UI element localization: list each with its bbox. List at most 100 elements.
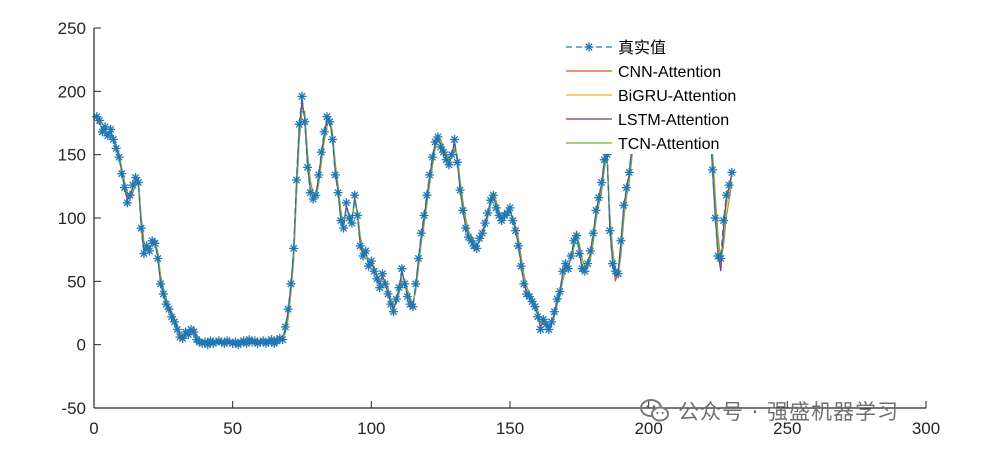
- data-point-marker: [413, 254, 423, 264]
- data-point-marker: [624, 167, 634, 177]
- data-point-marker: [189, 327, 199, 337]
- legend-label: 真实值: [618, 39, 666, 57]
- y-tick-label: -50: [61, 399, 86, 418]
- data-point-marker: [563, 264, 573, 274]
- data-point-marker: [505, 203, 515, 213]
- data-point-marker: [425, 170, 435, 180]
- data-point-marker: [597, 178, 607, 188]
- data-point-marker: [286, 279, 296, 289]
- data-point-marker: [95, 115, 105, 125]
- x-ticks: 0 50 100 150 200 250 300: [89, 401, 940, 438]
- data-point-marker: [325, 117, 335, 127]
- data-point-marker: [120, 183, 130, 193]
- marker-layer: [92, 84, 737, 350]
- data-point-marker: [311, 190, 321, 200]
- data-point-marker: [447, 150, 457, 160]
- data-point-marker: [397, 264, 407, 274]
- data-point-marker: [547, 317, 557, 327]
- data-point-marker: [372, 274, 382, 284]
- data-point-marker: [402, 292, 412, 302]
- x-tick-label: 200: [634, 419, 662, 438]
- data-point-marker: [125, 190, 135, 200]
- data-point-marker: [716, 254, 726, 264]
- data-point-marker: [444, 160, 454, 170]
- data-point-marker: [483, 208, 493, 218]
- data-point-marker: [727, 167, 737, 177]
- data-point-marker: [297, 91, 307, 101]
- x-tick-label: 300: [912, 419, 940, 438]
- data-point-marker: [472, 243, 482, 253]
- data-point-marker: [408, 302, 418, 312]
- data-point-marker: [122, 198, 132, 208]
- data-point-marker: [605, 226, 615, 236]
- data-point-marker: [150, 238, 160, 248]
- data-point-marker: [480, 218, 490, 228]
- data-point-marker: [455, 185, 465, 195]
- data-point-marker: [389, 307, 399, 317]
- data-point-marker: [369, 266, 379, 276]
- data-point-marker: [266, 335, 276, 345]
- data-point-marker: [616, 236, 626, 246]
- data-point-marker: [355, 241, 365, 251]
- data-point-marker: [400, 279, 410, 289]
- data-point-marker: [291, 175, 301, 185]
- data-point-marker: [347, 218, 357, 228]
- data-point-marker: [488, 190, 498, 200]
- data-point-marker: [169, 317, 179, 327]
- y-tick-label: 250: [58, 19, 86, 38]
- data-point-marker: [555, 286, 565, 296]
- y-tick-label: 50: [67, 272, 86, 291]
- legend-label: CNN-Attention: [618, 64, 721, 81]
- data-point-marker: [516, 261, 526, 271]
- data-point-marker: [416, 228, 426, 238]
- x-tick-label: 150: [496, 419, 524, 438]
- y-tick-label: 100: [58, 209, 86, 228]
- data-point-marker: [328, 134, 338, 144]
- data-point-marker: [461, 223, 471, 233]
- data-point-marker: [280, 322, 290, 332]
- data-point-marker: [339, 223, 349, 233]
- data-point-marker: [536, 324, 546, 334]
- data-point-marker: [450, 134, 460, 144]
- data-point-marker: [114, 152, 124, 162]
- data-point-marker: [316, 147, 326, 157]
- data-point-marker: [574, 248, 584, 258]
- data-point-marker: [158, 289, 168, 299]
- y-tick-label: 150: [58, 146, 86, 165]
- x-tick-label: 100: [357, 419, 385, 438]
- data-point-marker: [391, 294, 401, 304]
- data-point-marker: [283, 304, 293, 314]
- data-point-marker: [530, 302, 540, 312]
- data-point-marker: [164, 304, 174, 314]
- data-point-marker: [144, 246, 154, 256]
- data-point-marker: [552, 294, 562, 304]
- data-point-marker: [621, 183, 631, 193]
- data-point-marker: [452, 157, 462, 167]
- data-point-marker: [131, 172, 141, 182]
- data-point-marker: [350, 190, 360, 200]
- data-point-marker: [117, 169, 127, 179]
- data-point-marker: [619, 200, 629, 210]
- legend-label: LSTM-Attention: [618, 112, 729, 129]
- data-point-marker: [458, 205, 468, 215]
- data-point-marker: [544, 324, 554, 334]
- data-point-marker: [594, 193, 604, 203]
- data-point-marker: [319, 127, 329, 137]
- data-point-marker: [427, 152, 437, 162]
- data-point-marker: [591, 205, 601, 215]
- data-point-marker: [719, 216, 729, 226]
- data-point-marker: [106, 124, 116, 134]
- data-point-marker: [330, 170, 340, 180]
- data-point-marker: [419, 210, 429, 220]
- data-point-marker: [724, 180, 734, 190]
- data-point-marker: [314, 170, 324, 180]
- legend-box: [560, 32, 760, 154]
- x-tick-label: 250: [773, 419, 801, 438]
- data-point-marker: [519, 279, 529, 289]
- data-point-marker: [366, 256, 376, 266]
- watermark: 公众号 · 强盛机器学习: [640, 394, 899, 428]
- data-point-marker: [710, 213, 720, 223]
- y-tick-label: 200: [58, 82, 86, 101]
- data-point-marker: [333, 188, 343, 198]
